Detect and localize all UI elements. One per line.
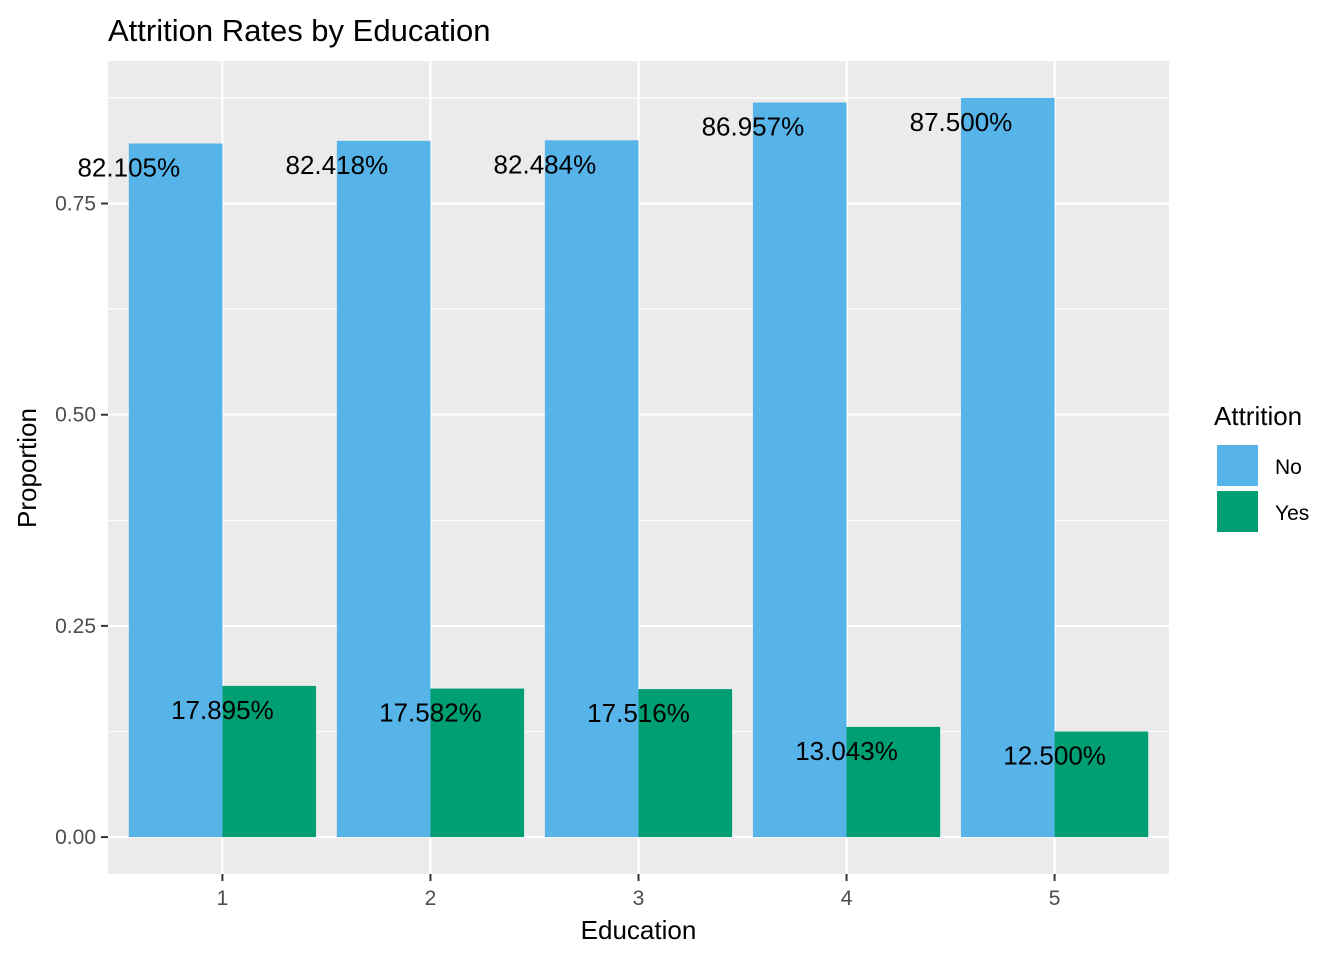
- y-axis-label: Proportion: [12, 408, 42, 528]
- bar-labels: 82.105% 82.418% 82.484% 86.957% 87.500% 17.89…: [77, 107, 1105, 771]
- x-tick-label: 1: [217, 887, 229, 910]
- bar-no-edu-4: [752, 102, 847, 838]
- bar-yes-edu-5: [1054, 731, 1149, 838]
- legend-title: Attrition: [1214, 401, 1302, 431]
- chart-title: Attrition Rates by Education: [108, 13, 491, 48]
- data-label-no-edu-5: 87.500%: [910, 107, 1013, 137]
- data-label-no-edu-1: 82.105%: [77, 152, 180, 182]
- y-tick-label: 0.75: [55, 193, 96, 216]
- x-tick-label: 5: [1049, 887, 1061, 910]
- bar-yes-edu-4: [846, 726, 941, 838]
- data-label-yes-edu-1: 17.895%: [171, 695, 274, 725]
- data-label-no-edu-2: 82.418%: [286, 150, 389, 180]
- y-axis: 0.00 0.25 0.50 0.75: [55, 193, 108, 849]
- x-tick-label: 4: [841, 887, 853, 910]
- data-label-yes-edu-2: 17.582%: [379, 698, 482, 728]
- data-label-yes-edu-3: 17.516%: [587, 698, 690, 728]
- data-label-yes-edu-4: 13.043%: [795, 736, 898, 766]
- bar-no-edu-5: [960, 97, 1055, 838]
- legend-key-yes: [1215, 489, 1260, 534]
- x-tick-label: 3: [633, 887, 645, 910]
- legend-items: No Yes: [1215, 443, 1309, 534]
- y-tick-label: 0.50: [55, 404, 96, 427]
- data-label-no-edu-3: 82.484%: [494, 149, 597, 179]
- y-tick-label: 0.00: [55, 826, 96, 849]
- bar-yes-edu-1: [222, 685, 317, 838]
- bar-no-edu-2: [336, 140, 431, 838]
- bar-yes-edu-2: [430, 688, 525, 838]
- x-tick-label: 2: [425, 887, 437, 910]
- legend: Attrition No Yes: [1214, 401, 1309, 534]
- bar-no-edu-3: [544, 140, 639, 838]
- bar-yes-edu-3: [638, 689, 733, 838]
- legend-label-no: No: [1275, 456, 1302, 479]
- bars: [128, 97, 1149, 838]
- x-axis: 1 2 3 4 5: [217, 874, 1061, 910]
- y-tick-label: 0.25: [55, 615, 96, 638]
- bar-no-edu-1: [128, 143, 223, 838]
- legend-key-no: [1215, 443, 1260, 488]
- data-label-yes-edu-5: 12.500%: [1003, 740, 1106, 770]
- legend-label-yes: Yes: [1275, 502, 1309, 525]
- x-axis-label: Education: [581, 915, 697, 945]
- data-label-no-edu-4: 86.957%: [702, 112, 805, 142]
